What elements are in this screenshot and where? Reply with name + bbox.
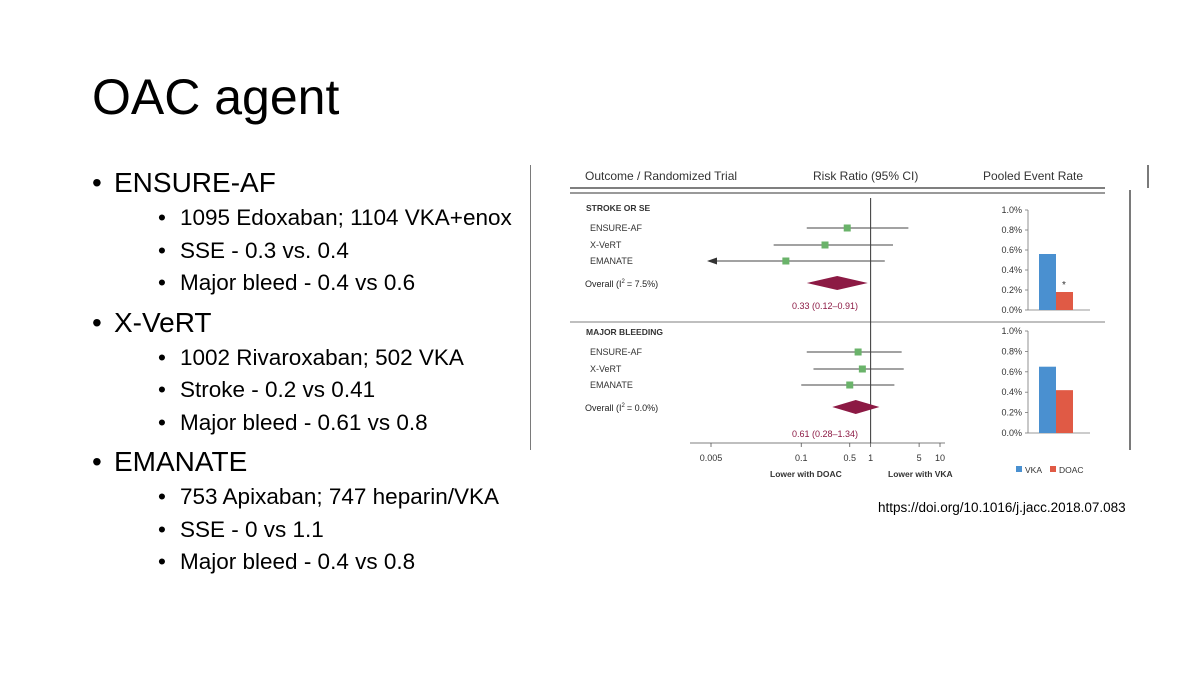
trial-detail: Major bleed - 0.4 vs 0.8 bbox=[114, 546, 532, 579]
overall-label-stroke: Overall (I2 = 7.5%) bbox=[585, 279, 658, 289]
trial-name: ENSURE-AF bbox=[114, 167, 276, 198]
bar-y-tick-label: 0.8% bbox=[1001, 346, 1022, 356]
x-tick-label: 0.1 bbox=[795, 453, 808, 463]
bar-vka bbox=[1039, 254, 1056, 310]
trial-ensure-af: ENSURE-AF 1095 Edoxaban; 1104 VKA+enox S… bbox=[92, 166, 532, 300]
study-point bbox=[821, 241, 829, 249]
legend-label-doac: DOAC bbox=[1059, 465, 1084, 475]
trial-detail: 753 Apixaban; 747 heparin/VKA bbox=[114, 481, 532, 514]
forest-plot-figure: Outcome / Randomized Trial Risk Ratio (9… bbox=[530, 160, 1150, 490]
bar-y-tick-label: 0.6% bbox=[1001, 367, 1022, 377]
trial-detail-list: 753 Apixaban; 747 heparin/VKA SSE - 0 vs… bbox=[114, 481, 532, 579]
trial-detail: 1095 Edoxaban; 1104 VKA+enox bbox=[114, 202, 532, 235]
panel-label-stroke: STROKE OR SE bbox=[586, 203, 651, 213]
study-label: ENSURE-AF bbox=[590, 223, 643, 233]
bar-y-tick-label: 0.8% bbox=[1001, 225, 1022, 235]
study-label: X-VeRT bbox=[590, 240, 622, 250]
bar-y-tick-label: 0.4% bbox=[1001, 265, 1022, 275]
bar-y-tick-label: 0.6% bbox=[1001, 245, 1022, 255]
significance-asterisk: * bbox=[1062, 280, 1066, 291]
bar-vka bbox=[1039, 366, 1056, 433]
legend-label-vka: VKA bbox=[1025, 465, 1042, 475]
trial-detail: SSE - 0 vs 1.1 bbox=[114, 514, 532, 547]
trial-detail-list: 1095 Edoxaban; 1104 VKA+enox SSE - 0.3 v… bbox=[114, 202, 532, 300]
trial-detail-list: 1002 Rivaroxaban; 502 VKA Stroke - 0.2 v… bbox=[114, 342, 532, 440]
bar-y-tick-label: 0.4% bbox=[1001, 387, 1022, 397]
trial-detail: SSE - 0.3 vs. 0.4 bbox=[114, 235, 532, 268]
overall-diamond bbox=[832, 400, 880, 414]
x-tick-label: 0.5 bbox=[843, 453, 856, 463]
legend-swatch-doac bbox=[1050, 466, 1056, 472]
trial-emanate: EMANATE 753 Apixaban; 747 heparin/VKA SS… bbox=[92, 445, 532, 579]
header-event-rate: Pooled Event Rate bbox=[983, 169, 1083, 183]
study-point bbox=[782, 257, 790, 265]
trial-bullet-list: ENSURE-AF 1095 Edoxaban; 1104 VKA+enox S… bbox=[92, 166, 532, 585]
overall-ci-text: 0.61 (0.28–1.34) bbox=[792, 429, 858, 439]
study-label: EMANATE bbox=[590, 380, 633, 390]
bar-y-tick-label: 0.0% bbox=[1001, 428, 1022, 438]
legend-swatch-vka bbox=[1016, 466, 1022, 472]
study-point bbox=[854, 348, 862, 356]
trial-detail: Major bleed - 0.4 vs 0.6 bbox=[114, 267, 532, 300]
forest-plot-svg: Outcome / Randomized Trial Risk Ratio (9… bbox=[530, 165, 1149, 479]
slide-title: OAC agent bbox=[92, 69, 340, 125]
event-rate-bars: 1.0% 0.8% 0.6% 0.4% 0.2% 0.0% * 1.0% 0.8% 0.6% 0.4… bbox=[1001, 205, 1090, 438]
trial-detail: Stroke - 0.2 vs 0.41 bbox=[114, 374, 532, 407]
overall-label-bleeding: Overall (I2 = 0.0%) bbox=[585, 403, 658, 413]
trial-detail: Major bleed - 0.61 vs 0.8 bbox=[114, 407, 532, 440]
trial-name: X-VeRT bbox=[114, 306, 212, 338]
citation-link[interactable]: https://doi.org/10.1016/j.jacc.2018.07.0… bbox=[878, 500, 1126, 515]
trial-x-vert: X-VeRT 1002 Rivaroxaban; 502 VKA Stroke … bbox=[92, 306, 532, 440]
study-point bbox=[858, 365, 866, 373]
bar-doac bbox=[1056, 390, 1073, 433]
x-tick-label: 10 bbox=[935, 453, 945, 463]
study-label: X-VeRT bbox=[590, 364, 622, 374]
bar-y-tick-label: 0.2% bbox=[1001, 408, 1022, 418]
header-trial: Outcome / Randomized Trial bbox=[585, 169, 737, 183]
overall-diamond bbox=[806, 276, 868, 290]
x-tick-label: 5 bbox=[917, 453, 922, 463]
overall-ci-text: 0.33 (0.12–0.91) bbox=[792, 301, 858, 311]
header-risk-ratio: Risk Ratio (95% CI) bbox=[813, 169, 918, 183]
trial-detail: 1002 Rivaroxaban; 502 VKA bbox=[114, 342, 532, 375]
trial-name: EMANATE bbox=[114, 446, 248, 477]
ci-arrow bbox=[707, 257, 717, 265]
study-point bbox=[843, 224, 851, 232]
study-label: ENSURE-AF bbox=[590, 347, 643, 357]
bar-y-tick-label: 0.0% bbox=[1001, 305, 1022, 315]
study-label: EMANATE bbox=[590, 256, 633, 266]
study-point bbox=[846, 381, 854, 389]
forest-marks bbox=[707, 198, 909, 443]
x-axis-ticks: 0.005 0.1 0.5 1 5 10 bbox=[700, 443, 945, 463]
bar-y-tick-label: 0.2% bbox=[1001, 285, 1022, 295]
bar-doac bbox=[1056, 292, 1073, 310]
x-tick-label: 0.005 bbox=[700, 453, 723, 463]
x-tick-label: 1 bbox=[868, 453, 873, 463]
x-label-left: Lower with DOAC bbox=[770, 469, 842, 479]
panel-label-bleeding: MAJOR BLEEDING bbox=[586, 327, 663, 337]
bar-y-tick-label: 1.0% bbox=[1001, 205, 1022, 215]
bar-y-tick-label: 1.0% bbox=[1001, 326, 1022, 336]
x-label-right: Lower with VKA bbox=[888, 469, 953, 479]
